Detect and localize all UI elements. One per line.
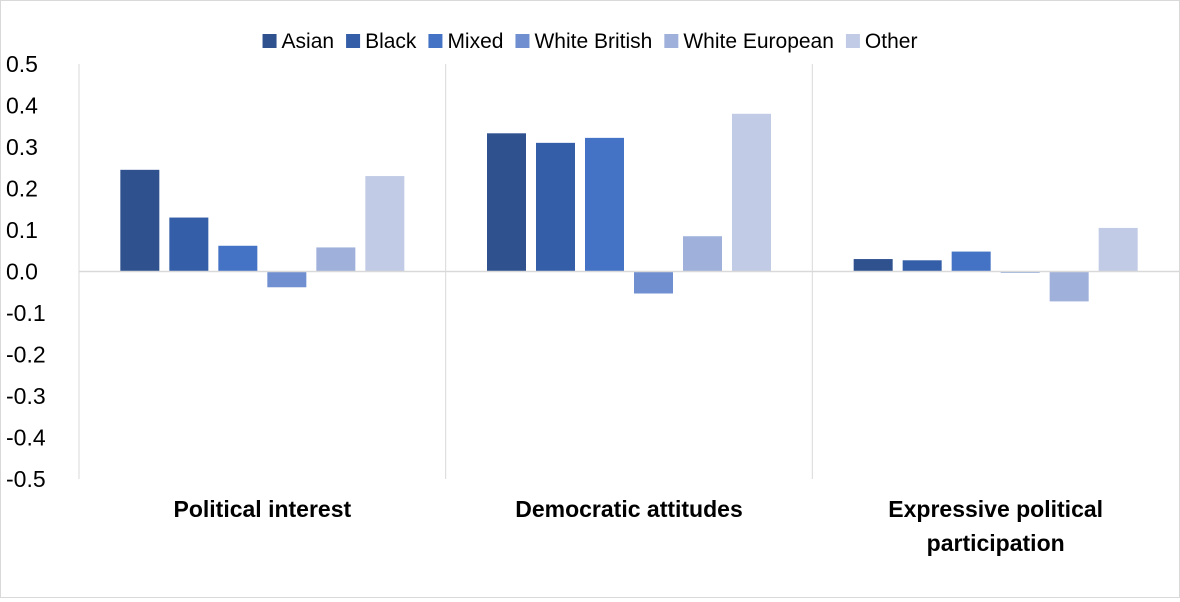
legend-swatch	[346, 34, 361, 48]
category-label: Democratic attitudes	[515, 496, 743, 522]
legend-swatch	[845, 34, 860, 48]
legend-swatch	[428, 34, 443, 48]
bar-political-interest-black	[169, 217, 209, 272]
y-tick-label: -0.3	[6, 383, 46, 409]
y-tick-label: -0.5	[6, 466, 46, 492]
category-label: Political interest	[173, 496, 351, 522]
bar-democratic-attitudes-other	[732, 113, 771, 272]
y-axis: 0.5 0.4 0.3 0.2 0.1 0.0 -0.1 -0.2 -0.3 -0.4 -0.5	[6, 51, 46, 492]
bar-democratic-attitudes-white-british	[634, 271, 673, 294]
y-tick-label: 0.1	[6, 217, 38, 243]
y-tick-label: 0.0	[6, 259, 38, 285]
chart-legend: Asian Black Mixed White British White Europe…	[262, 30, 918, 53]
legend-label: White British	[534, 30, 652, 53]
legend-label: Black	[365, 30, 417, 53]
bar-democratic-attitudes-mixed	[585, 137, 624, 272]
category-label: Expressive political	[888, 496, 1103, 522]
bar-expressive-political-participation-other	[1098, 227, 1138, 272]
bar-democratic-attitudes-asian	[487, 133, 526, 272]
legend-label: Mixed	[447, 30, 503, 53]
bar-political-interest-white-british	[267, 271, 307, 288]
legend-item-white-british: White British	[515, 30, 652, 53]
legend-item-asian: Asian	[262, 30, 335, 53]
bar-democratic-attitudes-white-european	[683, 236, 722, 272]
y-tick-label: 0.4	[6, 93, 38, 119]
bar-expressive-political-participation-white-european	[1049, 271, 1089, 302]
legend-label: Other	[865, 30, 918, 53]
bars	[120, 113, 1138, 302]
legend-swatch	[262, 34, 277, 48]
bar-political-interest-asian	[120, 169, 160, 272]
bar-political-interest-other	[365, 176, 405, 272]
y-tick-label: 0.2	[6, 176, 38, 202]
legend-item-black: Black	[346, 30, 417, 53]
legend-label: White European	[683, 30, 834, 53]
legend-item-other: Other	[845, 30, 918, 53]
legend-swatch	[664, 34, 679, 48]
bar-expressive-political-participation-mixed	[951, 251, 991, 272]
legend-item-white-european: White European	[664, 30, 834, 53]
legend-label: Asian	[282, 30, 335, 53]
y-tick-label: -0.2	[6, 342, 46, 368]
bar-expressive-political-participation-asian	[853, 259, 893, 272]
y-tick-label: -0.4	[6, 425, 46, 451]
bar-expressive-political-participation-black	[902, 260, 942, 272]
category-label: participation	[927, 530, 1065, 556]
bar-democratic-attitudes-black	[536, 142, 575, 272]
bar-political-interest-white-european	[316, 247, 356, 272]
legend-swatch	[515, 34, 530, 48]
bar-political-interest-mixed	[218, 245, 258, 272]
y-tick-label: 0.3	[6, 134, 38, 160]
y-tick-label: -0.1	[6, 300, 46, 326]
x-axis-labels: Political interest Democratic attitudes Ex…	[173, 496, 1103, 556]
legend-item-mixed: Mixed	[428, 30, 503, 53]
y-tick-label: 0.5	[6, 51, 38, 77]
